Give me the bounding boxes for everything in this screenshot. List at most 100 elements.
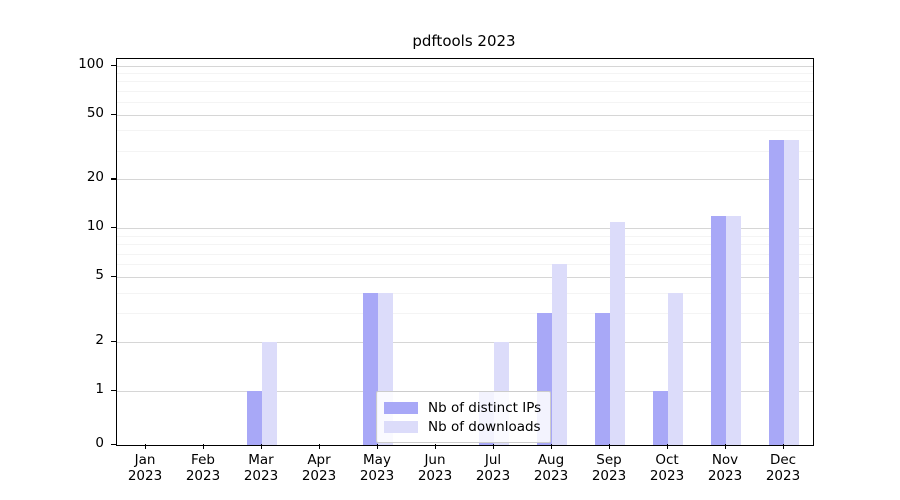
y-tick-label: 5 [95,267,104,284]
chart-legend: Nb of distinct IPs Nb of downloads [376,391,552,443]
legend-swatch-icon [384,401,418,414]
x-tick-year: 2023 [301,468,337,484]
bar-dls-mar [261,342,278,445]
x-tick-mark [319,444,321,449]
x-tick-year: 2023 [417,468,453,484]
bar-dls-nov [725,215,742,445]
y-axis-tick-labels: 0 1 2 5 10 20 50 100 [40,0,104,500]
gridline [117,342,813,344]
x-tick-mark [493,444,495,449]
x-tick-year: 2023 [591,468,627,484]
y-tick-mark [111,64,116,66]
gridline [117,293,813,295]
x-tick-label-aug: Aug 2023 [516,452,586,484]
y-tick-mark [111,341,116,343]
legend-label: Nb of distinct IPs [428,399,542,416]
bar-group [536,59,568,445]
x-tick-year: 2023 [359,468,395,484]
gridline [117,264,813,266]
gridline [117,244,813,246]
x-tick-year: 2023 [533,468,569,484]
bar-ips-oct [652,391,668,445]
x-tick-label-jun: Jun 2023 [400,452,470,484]
bar-dls-aug [551,264,568,445]
bar-ips-mar [246,391,262,445]
y-tick-mark [111,444,116,446]
legend-item[interactable]: Nb of downloads [384,417,541,436]
bar-dls-oct [667,293,684,445]
gridline [117,81,813,83]
x-tick-month: Apr [307,452,331,468]
chart-title: pdftools 2023 [412,32,516,50]
y-tick-mark [111,113,116,115]
x-tick-label-may: May 2023 [342,452,412,484]
legend-swatch-icon [384,420,418,433]
bar-ips-may [362,293,378,445]
bar-group [189,59,219,445]
x-tick-month: Feb [191,452,215,468]
gridline [117,228,813,230]
bar-group [652,59,684,445]
x-tick-mark [377,444,379,449]
bar-group [478,59,510,445]
bar-ips-dec [768,139,784,445]
y-tick-label: 50 [86,104,104,121]
x-tick-label-feb: Feb 2023 [168,452,238,484]
bar-dls-dec [783,139,800,445]
gridline [117,313,813,315]
plot-area [116,58,814,446]
bar-group [768,59,800,445]
x-tick-month: Aug [537,452,565,468]
bar-group [305,59,335,445]
x-tick-mark [261,444,263,449]
x-tick-month: Jul [484,452,502,468]
bars-container [117,59,813,445]
x-tick-mark [551,444,553,449]
gridline [117,253,813,255]
x-tick-label-jan: Jan 2023 [110,452,180,484]
bar-group [710,59,742,445]
gridline [117,101,813,103]
gridline [117,277,813,279]
x-tick-month: Jan [134,452,156,468]
y-tick-label: 2 [95,332,104,349]
x-tick-mark [609,444,611,449]
gridline [117,130,813,132]
y-tick-label: 100 [78,55,104,72]
x-tick-year: 2023 [243,468,279,484]
x-tick-year: 2023 [649,468,685,484]
bar-group [594,59,626,445]
y-tick-label: 10 [86,218,104,235]
gridline [117,65,813,67]
x-tick-month: Sep [596,452,622,468]
x-tick-mark [203,444,205,449]
x-tick-year: 2023 [707,468,743,484]
x-tick-label-jul: Jul 2023 [458,452,528,484]
y-tick-label: 1 [95,381,104,397]
bar-ips-nov [710,215,726,445]
legend-item[interactable]: Nb of distinct IPs [384,398,541,417]
x-tick-label-dec: Dec 2023 [748,452,818,484]
y-tick-mark [111,390,116,392]
gridline [117,235,813,237]
bar-group [421,59,451,445]
y-tick-mark [111,178,116,180]
x-tick-mark [667,444,669,449]
gridline [117,73,813,75]
x-tick-mark [435,444,437,449]
x-tick-label-apr: Apr 2023 [284,452,354,484]
x-tick-label-oct: Oct 2023 [632,452,702,484]
bar-dls-sep [609,221,626,445]
x-tick-month: Mar [248,452,274,468]
x-tick-year: 2023 [765,468,801,484]
gridline [117,150,813,152]
bar-ips-sep [594,313,610,445]
y-tick-mark [111,227,116,229]
x-tick-month: Jun [424,452,446,468]
x-tick-mark [145,444,147,449]
y-tick-label: 0 [95,435,104,451]
x-tick-mark [725,444,727,449]
x-tick-label-sep: Sep 2023 [574,452,644,484]
gridline [117,114,813,116]
